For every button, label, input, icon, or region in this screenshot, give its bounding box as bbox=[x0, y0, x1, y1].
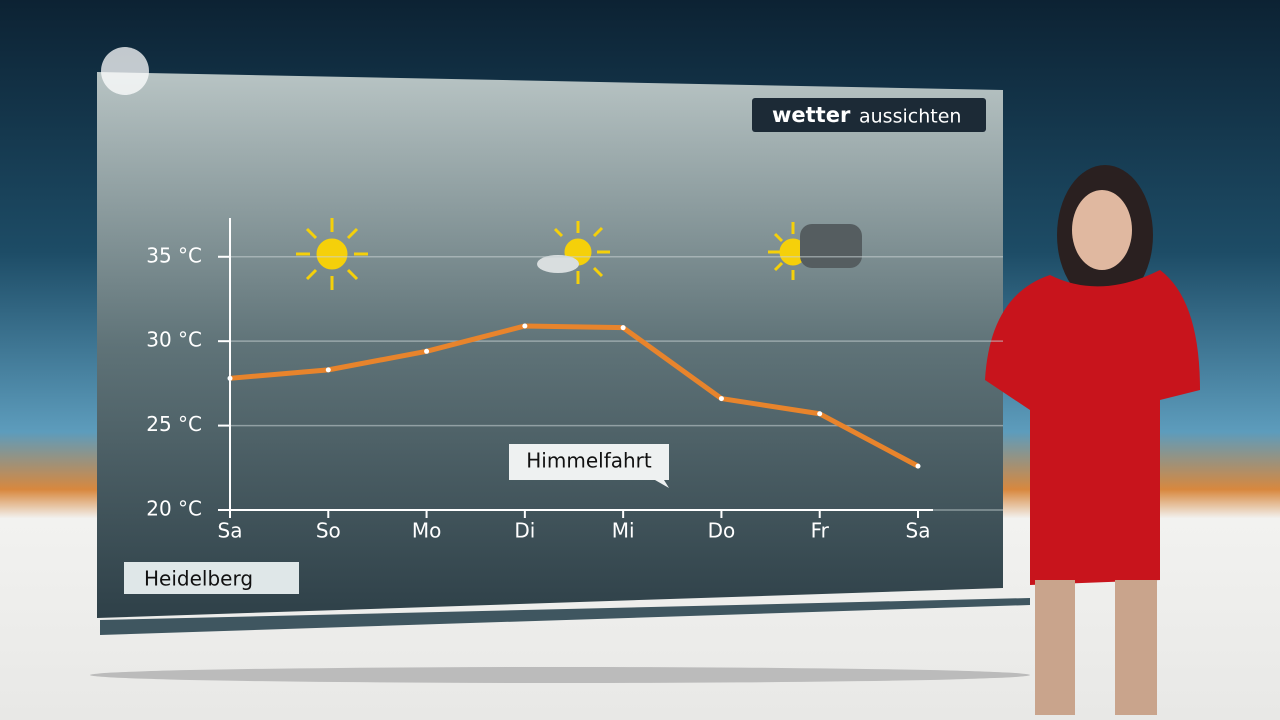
x-tick-label: Mi bbox=[612, 519, 635, 543]
point bbox=[522, 323, 528, 329]
logo bbox=[101, 47, 149, 95]
shadow bbox=[90, 667, 1030, 683]
brand-strong: wetter bbox=[772, 103, 851, 127]
x-tick-label: Sa bbox=[906, 519, 931, 543]
x-tick-label: Fr bbox=[811, 519, 830, 543]
y-tick-label: 20 °C bbox=[146, 497, 202, 521]
y-tick-label: 25 °C bbox=[146, 412, 202, 436]
point bbox=[915, 463, 921, 469]
point bbox=[718, 396, 724, 402]
point bbox=[227, 375, 233, 381]
presenter bbox=[985, 165, 1200, 715]
weather-panel bbox=[97, 72, 1003, 618]
plot: 20 °C 25 °C 30 °C 35 °C Sa So Mo Di Mi Do Fr Sa Himm… bbox=[146, 218, 1003, 543]
x-tick-label: Di bbox=[514, 519, 535, 543]
location-box bbox=[124, 562, 299, 594]
annotation-box bbox=[509, 444, 669, 488]
x-tick-label: So bbox=[316, 519, 341, 543]
icon-sun bbox=[296, 218, 368, 290]
point bbox=[620, 325, 626, 331]
temperature-line bbox=[229, 323, 920, 469]
icon-sun-cloud bbox=[537, 221, 610, 284]
location: Heidelberg bbox=[144, 567, 253, 591]
y-tick-label: 30 °C bbox=[146, 328, 202, 352]
x-tick-label: Sa bbox=[218, 519, 243, 543]
point bbox=[325, 367, 331, 373]
x-tick-label: Do bbox=[708, 519, 736, 543]
point bbox=[817, 411, 823, 417]
panel-base bbox=[100, 598, 1030, 635]
brand-box bbox=[752, 98, 986, 132]
y-tick-label: 35 °C bbox=[146, 243, 202, 267]
annotation: Himmelfahrt bbox=[526, 449, 652, 473]
x-tick-label: Mo bbox=[412, 519, 442, 543]
point bbox=[424, 348, 430, 354]
brand-light: aussichten bbox=[859, 106, 961, 128]
